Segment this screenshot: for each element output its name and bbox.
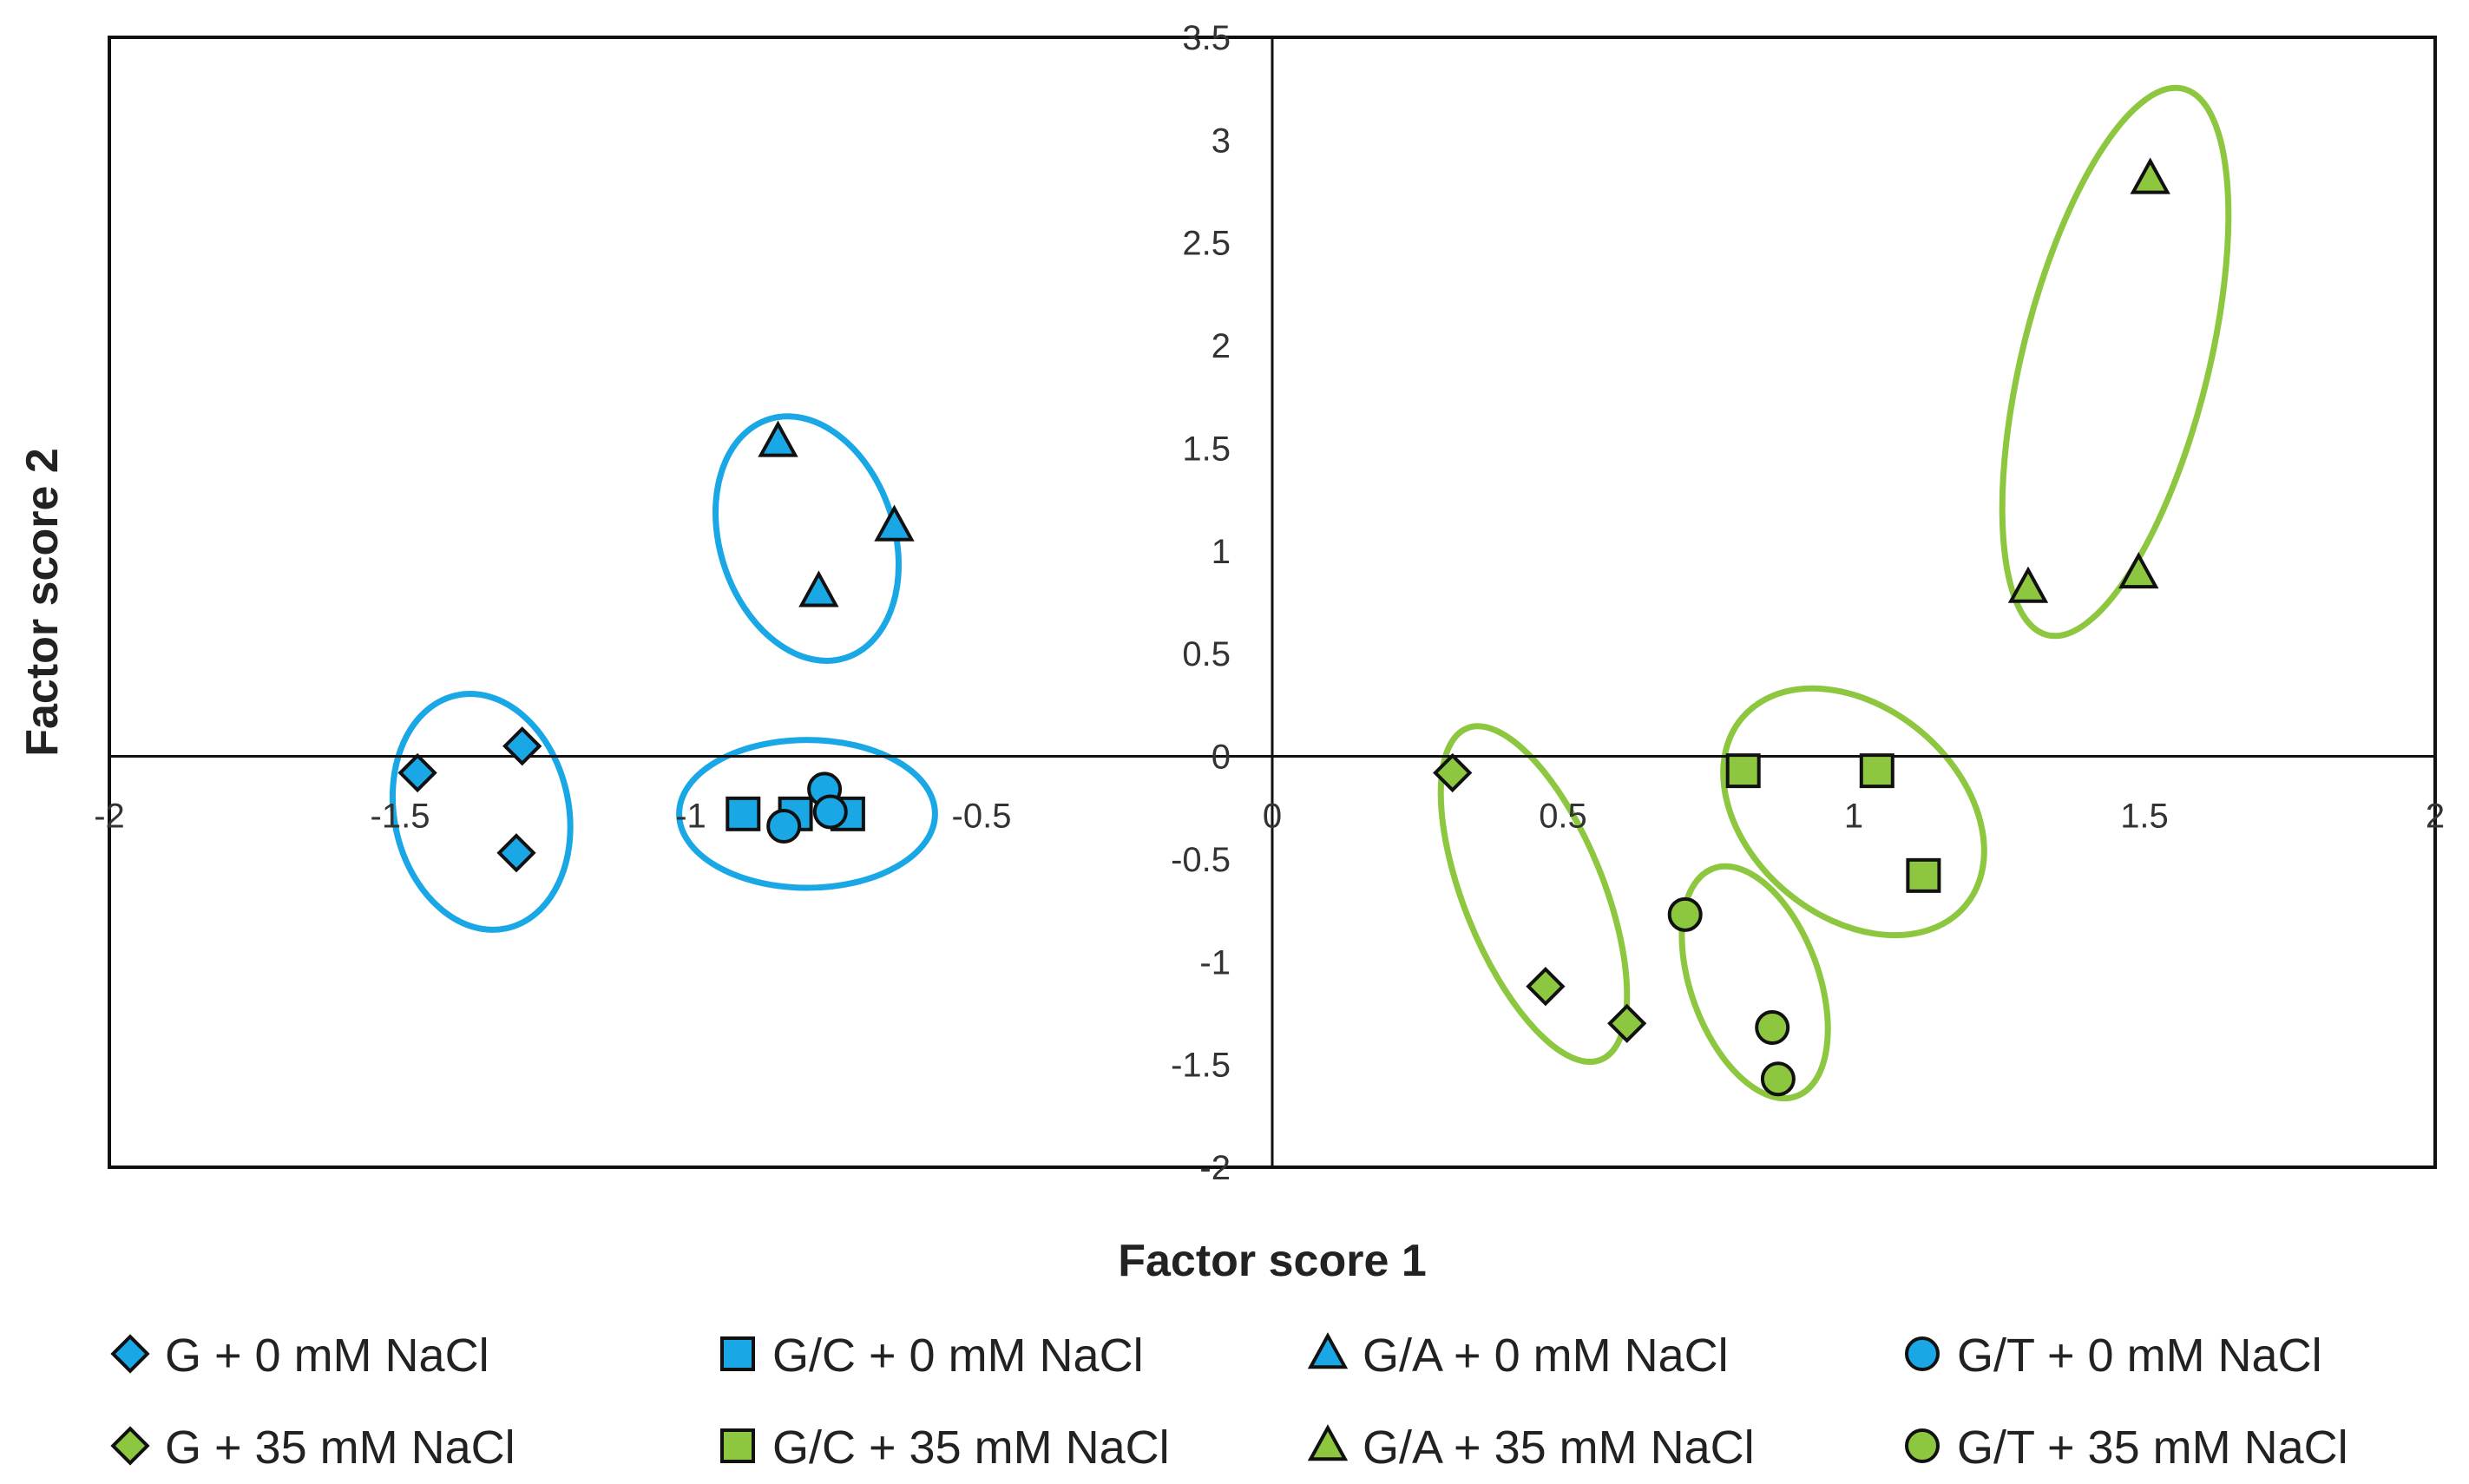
legend-label: G/C + 35 mM NaCl xyxy=(772,1422,1170,1474)
legend-marker-diamond xyxy=(110,1334,150,1374)
x-tick-label: 1.5 xyxy=(2120,798,2169,836)
data-point-circle xyxy=(1667,896,1703,932)
x-tick-label: -0.5 xyxy=(952,798,1012,836)
data-point-square xyxy=(1725,753,1761,789)
data-point-circle xyxy=(1755,1010,1790,1046)
legend-label: G/T + 35 mM NaCl xyxy=(1957,1422,2348,1474)
x-tick-label: -1 xyxy=(675,798,706,836)
cluster-ellipses xyxy=(389,84,2232,1102)
legend-label: G/T + 0 mM NaCl xyxy=(1957,1330,2322,1382)
x-tick-label: 0 xyxy=(1263,798,1282,836)
y-tick-label: -0.5 xyxy=(1171,841,1231,879)
y-tick-label: 2 xyxy=(1212,327,1231,365)
cluster-ellipse xyxy=(1437,723,1631,1065)
cluster-ellipse xyxy=(676,737,938,891)
x-tick-label: -1.5 xyxy=(371,798,430,836)
legend-marker-square xyxy=(720,1336,755,1371)
x-tick-label: 2 xyxy=(2426,798,2445,836)
data-point-circle xyxy=(766,809,802,844)
data-point-circle xyxy=(812,794,848,830)
y-tick-label: 3.5 xyxy=(1182,19,1231,57)
legend-label: G/A + 35 mM NaCl xyxy=(1363,1422,1755,1474)
y-tick-label: 1 xyxy=(1212,533,1231,571)
tick-labels: -2 -1.5 -1 -0.5 0 0.5 1 1.5 2 -2 -1.5 -1 -0.5 0 0.5 1 1.… xyxy=(94,19,2445,1187)
legend: G + 0 mM NaCl G/C + 0 mM NaCl G/A + 0 mM N… xyxy=(110,1330,2348,1474)
data-point-diamond xyxy=(397,752,437,793)
data-point-triangle xyxy=(874,504,915,542)
legend-label: G + 35 mM NaCl xyxy=(165,1422,515,1474)
legend-marker-diamond xyxy=(110,1426,150,1466)
legend-marker-square xyxy=(720,1428,755,1463)
y-axis-title: Factor score 2 xyxy=(17,448,68,757)
y-tick-label: 0.5 xyxy=(1182,635,1231,673)
legend-marker-triangle xyxy=(1307,1332,1349,1369)
data-point-diamond xyxy=(1607,1003,1647,1043)
x-tick-label: 0.5 xyxy=(1539,798,1587,836)
data-point-diamond xyxy=(502,726,542,766)
y-tick-label: -1.5 xyxy=(1171,1047,1231,1085)
y-tick-label: -2 xyxy=(1199,1149,1231,1187)
legend-label: G + 0 mM NaCl xyxy=(165,1330,489,1382)
y-tick-label: -1 xyxy=(1199,943,1231,982)
cluster-ellipse xyxy=(1720,685,1987,939)
x-tick-label: -2 xyxy=(94,798,125,836)
data-point-diamond xyxy=(1433,752,1473,793)
y-tick-label: 1.5 xyxy=(1182,430,1231,468)
data-point-triangle xyxy=(2007,566,2049,603)
data-point-triangle xyxy=(798,570,839,607)
y-tick-label: 0 xyxy=(1212,739,1231,777)
legend-label: G/A + 0 mM NaCl xyxy=(1363,1330,1729,1382)
data-point-diamond xyxy=(1526,967,1566,1007)
cluster-ellipse xyxy=(1999,84,2232,640)
x-axis-title: Factor score 1 xyxy=(1118,1236,1427,1286)
data-points xyxy=(397,157,2170,1097)
y-tick-label: 3 xyxy=(1212,121,1231,160)
data-point-diamond xyxy=(496,833,536,873)
y-tick-label: 2.5 xyxy=(1182,225,1231,263)
legend-label: G/C + 0 mM NaCl xyxy=(772,1330,1144,1382)
legend-marker-triangle xyxy=(1307,1424,1349,1461)
legend-marker-circle xyxy=(1905,1428,1940,1463)
data-point-circle xyxy=(1760,1061,1796,1097)
cluster-ellipse xyxy=(712,413,902,664)
data-point-square xyxy=(1859,753,1894,789)
cluster-ellipse xyxy=(1678,863,1831,1102)
cluster-ellipse xyxy=(389,691,574,933)
x-tick-label: 1 xyxy=(1844,798,1863,836)
data-point-square xyxy=(1906,857,1941,893)
data-point-square xyxy=(726,796,761,831)
zero-axes xyxy=(109,37,2435,1167)
data-point-triangle xyxy=(758,420,798,457)
data-point-triangle xyxy=(2130,157,2170,194)
legend-marker-circle xyxy=(1905,1336,1940,1371)
data-point-triangle xyxy=(2118,552,2159,589)
